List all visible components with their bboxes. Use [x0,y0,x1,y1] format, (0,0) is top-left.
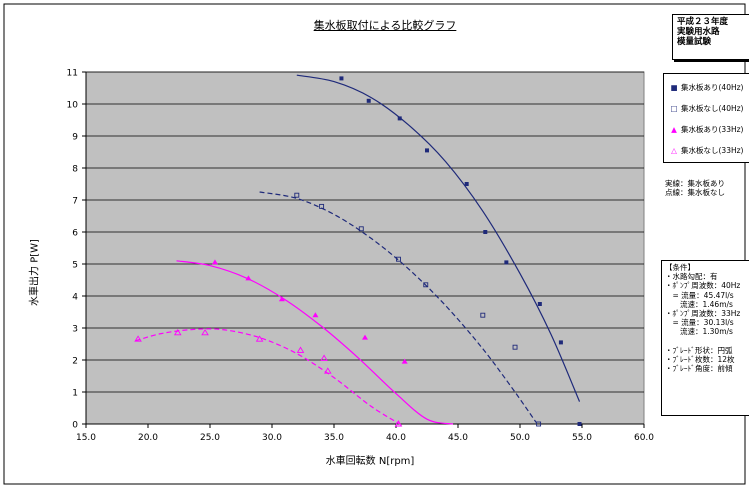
condition-line: 流速：1.30m/s [665,327,733,337]
legend-marker: □ [670,104,678,113]
data-point [255,335,264,342]
y-tick-label: 5 [72,261,78,271]
data-point [504,260,509,265]
trend-line [135,328,401,425]
data-point [537,302,542,306]
x-tick-label: 20.0 [138,433,158,443]
data-point [173,328,182,336]
x-tick-label: 40.0 [386,433,406,443]
chart-title: 集水板取付による比較グラフ [313,19,457,32]
condition-line: ・ﾎﾟﾝﾌﾟ周波数：40Hz [665,281,741,291]
data-point [397,116,402,121]
legend-label: 集水板あり(40Hz) [681,83,744,92]
data-point [401,358,408,364]
y-tick-label: 1 [72,389,78,399]
legend-marker: △ [671,146,677,155]
data-point [245,275,252,281]
data-point [320,354,328,361]
trend-line [259,191,537,423]
header-line: 実験用水路 [677,27,720,37]
data-point [278,296,285,302]
plot-background [85,71,645,425]
y-tick-label: 7 [72,197,78,207]
condition-line: ・ﾌﾞﾚｰﾄﾞ形状：円弧 [665,345,733,355]
data-point [394,420,403,427]
x-tick-label: 50.0 [510,433,530,443]
data-point [312,312,319,318]
x-tick-label: 15.0 [76,433,96,443]
data-point [577,422,582,426]
y-tick-label: 9 [72,133,78,143]
data-point [319,203,325,209]
y-tick-label: 6 [72,229,78,239]
y-tick-label: 11 [67,69,78,79]
y-tick-label: 0 [72,421,78,431]
legend-item: △ 集水板なし(33Hz) [670,145,743,156]
x-tick-label: 55.0 [572,433,592,443]
data-point [480,312,486,318]
condition-line: = 流量：45.47l/s [665,290,734,300]
legend-item: ▲ 集水板あり(33Hz) [670,124,743,135]
data-point [423,282,429,288]
legend-marker: ▲ [671,125,677,134]
legend: ■ 集水板あり(40Hz) □ 集水板なし(40Hz) ▲ 集水板あり(33Hz) △… [663,73,749,163]
legend-item: ■ 集水板あり(40Hz) [670,82,743,93]
data-point [201,328,209,336]
data-point [324,367,332,374]
y-tick-label: 2 [72,357,78,367]
data-point [366,98,371,103]
data-point [483,230,488,234]
experiment-header-box: 平成２３年度 実験用水路 模量試験 [672,14,749,60]
note-line: 点線：集水板なし [665,188,725,197]
data-point [211,259,218,265]
legend-label: 集水板なし(40Hz) [681,104,744,113]
outer-frame [3,3,746,485]
data-point [358,226,364,232]
y-axis-label: 水車出力 P[W] [29,239,41,306]
data-point [425,148,429,153]
condition-line: 【条件】 [665,263,695,272]
data-point [339,76,344,81]
trend-line [176,260,454,425]
data-point [464,182,469,186]
condition-line: ・ﾎﾟﾝﾌﾟ周波数：33Hz [665,309,741,319]
condition-line: ・ﾌﾞﾚｰﾄﾞ角度：前傾 [665,364,733,374]
condition-line: ・ﾌﾞﾚｰﾄﾞ枚数：12枚 [665,355,735,365]
note-line: 実線：集水板あり [665,179,725,188]
x-tick-label: 30.0 [262,433,282,443]
x-tick-label: 25.0 [200,433,220,443]
legend-label: 集水板あり(33Hz) [681,125,744,134]
x-tick-label: 60.0 [634,433,654,443]
header-line: 平成２３年度 [677,17,729,27]
condition-line: = 流量：30.13l/s [665,318,734,328]
trend-line [296,74,581,402]
condition-line: 流速：1.46m/s [665,299,733,309]
legend-marker: ■ [670,83,678,92]
condition-line: ・水路勾配：有 [665,272,718,282]
legend-label: 集水板なし(33Hz) [681,146,744,155]
data-point [558,340,563,345]
x-axis-label: 水車回転数 N[rpm] [325,456,415,467]
data-point [294,192,300,198]
y-tick-label: 8 [72,165,78,175]
x-tick-label: 45.0 [448,433,468,443]
condition-line [665,337,749,346]
y-tick-label: 10 [67,101,79,111]
data-point [396,256,401,262]
x-tick-label: 35.0 [324,433,344,443]
data-point [512,344,518,350]
data-point [134,335,142,342]
line-style-note: 実線：集水板あり 点線：集水板なし [665,179,725,197]
header-line: 模量試験 [677,37,712,47]
y-tick-label: 4 [72,293,78,303]
data-point [296,346,305,353]
conditions-box: 【条件】 ・水路勾配：有 ・ﾎﾟﾝﾌﾟ周波数：40Hz = 流量：45.47l/… [661,260,749,416]
y-tick-label: 3 [72,325,78,335]
data-point [362,334,368,340]
data-point [536,421,542,427]
legend-item: □ 集水板なし(40Hz) [670,103,743,114]
